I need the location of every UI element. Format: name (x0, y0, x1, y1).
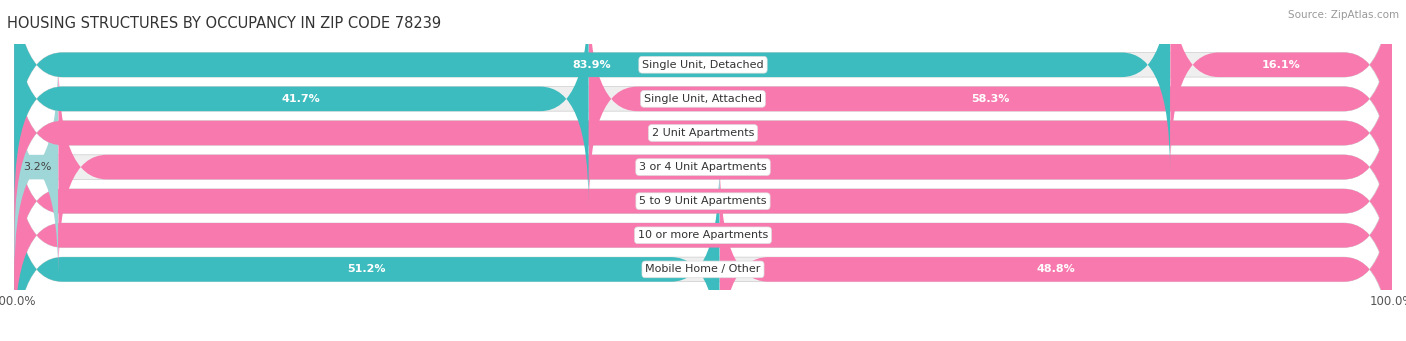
FancyBboxPatch shape (14, 128, 1392, 341)
Legend: Owner-occupied, Renter-occupied: Owner-occupied, Renter-occupied (575, 340, 831, 341)
FancyBboxPatch shape (14, 0, 1392, 206)
FancyBboxPatch shape (720, 162, 1392, 341)
Text: 10 or more Apartments: 10 or more Apartments (638, 230, 768, 240)
Text: 100.0%: 100.0% (681, 196, 725, 206)
FancyBboxPatch shape (14, 26, 1392, 240)
Text: 0.0%: 0.0% (661, 230, 689, 240)
Text: 3.2%: 3.2% (22, 162, 51, 172)
FancyBboxPatch shape (14, 162, 1392, 341)
FancyBboxPatch shape (14, 94, 1392, 308)
Text: 41.7%: 41.7% (283, 94, 321, 104)
Text: 83.9%: 83.9% (572, 60, 612, 70)
Text: HOUSING STRUCTURES BY OCCUPANCY IN ZIP CODE 78239: HOUSING STRUCTURES BY OCCUPANCY IN ZIP C… (7, 16, 441, 31)
FancyBboxPatch shape (1170, 0, 1392, 172)
Text: 0.0%: 0.0% (661, 128, 689, 138)
Text: 100.0%: 100.0% (681, 128, 725, 138)
FancyBboxPatch shape (14, 0, 589, 206)
FancyBboxPatch shape (14, 128, 1392, 341)
Text: Mobile Home / Other: Mobile Home / Other (645, 264, 761, 275)
Text: 96.8%: 96.8% (706, 162, 745, 172)
Text: 3 or 4 Unit Apartments: 3 or 4 Unit Apartments (640, 162, 766, 172)
FancyBboxPatch shape (14, 94, 1392, 308)
FancyBboxPatch shape (59, 60, 1392, 274)
FancyBboxPatch shape (14, 0, 1170, 172)
FancyBboxPatch shape (14, 0, 1392, 172)
FancyBboxPatch shape (589, 0, 1392, 206)
Text: Single Unit, Detached: Single Unit, Detached (643, 60, 763, 70)
FancyBboxPatch shape (14, 60, 1392, 274)
Text: Source: ZipAtlas.com: Source: ZipAtlas.com (1288, 10, 1399, 20)
Text: 2 Unit Apartments: 2 Unit Apartments (652, 128, 754, 138)
Text: 51.2%: 51.2% (347, 264, 387, 275)
Text: 48.8%: 48.8% (1036, 264, 1076, 275)
FancyBboxPatch shape (14, 162, 720, 341)
Text: Single Unit, Attached: Single Unit, Attached (644, 94, 762, 104)
Text: 5 to 9 Unit Apartments: 5 to 9 Unit Apartments (640, 196, 766, 206)
FancyBboxPatch shape (14, 26, 1392, 240)
FancyBboxPatch shape (10, 60, 62, 274)
Text: 100.0%: 100.0% (681, 230, 725, 240)
Text: 58.3%: 58.3% (972, 94, 1010, 104)
Text: 0.0%: 0.0% (661, 196, 689, 206)
Text: 16.1%: 16.1% (1261, 60, 1301, 70)
